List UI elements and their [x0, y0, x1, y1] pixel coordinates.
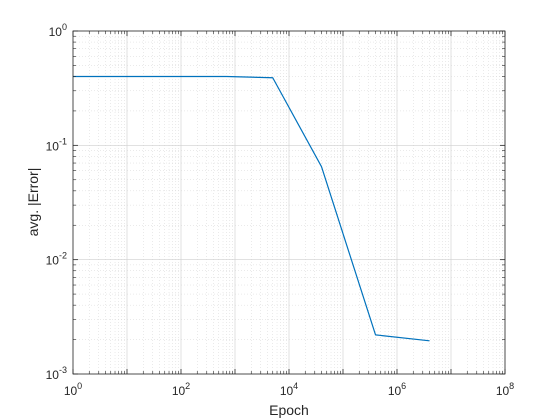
- series-layer: [73, 75, 430, 342]
- x-axis-label: Epoch: [269, 402, 309, 418]
- y-axis-label: avg. |Error|: [25, 168, 41, 237]
- y-tick-labels: 10-3 10-2 10-1 100: [46, 22, 67, 382]
- tick-marks: [72, 30, 506, 375]
- x-tick-label: 108: [496, 381, 514, 398]
- x-tick-label: 104: [280, 381, 298, 398]
- x-tick-label: 106: [388, 381, 406, 398]
- x-tick-label: 100: [64, 381, 82, 398]
- y-tick-label: 10-3: [46, 365, 67, 382]
- y-tick-label: 100: [49, 22, 67, 39]
- x-tick-label: 102: [172, 381, 190, 398]
- y-tick-label: 10-1: [46, 136, 67, 153]
- x-tick-labels: 100 102 104 106 108: [64, 381, 514, 398]
- series-line: [73, 75, 430, 342]
- y-tick-label: 10-2: [46, 251, 67, 268]
